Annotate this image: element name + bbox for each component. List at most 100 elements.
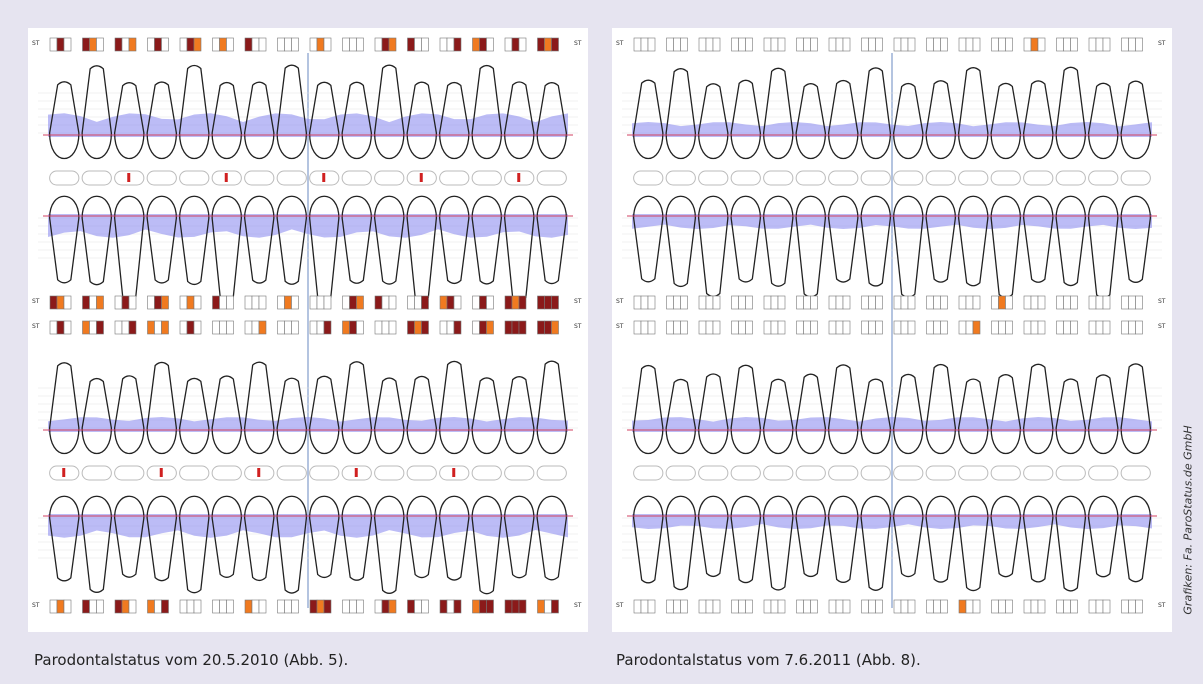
probe-box [388, 320, 397, 335]
probe-box [388, 37, 397, 52]
probe-box [900, 599, 909, 614]
probe-box [114, 320, 123, 335]
probe-box [900, 295, 909, 310]
tooth [373, 495, 405, 594]
probe-box [407, 320, 415, 335]
probe-box [551, 599, 559, 614]
tooth [48, 195, 80, 284]
probe-box [1135, 599, 1143, 614]
probe-box [958, 320, 967, 335]
occlusal [114, 465, 145, 481]
probe-box [414, 37, 422, 52]
probe-box [374, 37, 383, 52]
probe-box [777, 37, 786, 52]
tooth [48, 81, 80, 160]
probe-box [291, 599, 299, 614]
probe-box [868, 295, 876, 310]
caption: Parodontalstatus vom 7.6.2011 (Abb. 8). [616, 651, 921, 669]
probe-box [680, 320, 688, 335]
probe-box [868, 320, 876, 335]
probe-box [244, 295, 253, 310]
probe-box [900, 320, 909, 335]
probe-box [1063, 320, 1071, 335]
probe-box [991, 37, 999, 52]
tooth [762, 195, 794, 287]
probe-box [900, 37, 909, 52]
tooth [730, 195, 762, 283]
probe-box [1030, 599, 1039, 614]
probe-box [323, 37, 332, 52]
probe-box [511, 295, 520, 310]
probe-box [226, 295, 234, 310]
tooth [146, 361, 178, 455]
probe-box [1005, 37, 1013, 52]
probe-box [161, 599, 169, 614]
probe-box [796, 37, 804, 52]
tooth [1087, 82, 1119, 160]
probe-box [1088, 599, 1097, 614]
row-label: ST [574, 298, 582, 305]
tooth [211, 375, 243, 455]
probe-box [147, 599, 155, 614]
probe-box [421, 599, 429, 614]
tooth [632, 79, 664, 160]
tooth [1120, 80, 1152, 160]
probe-box [193, 599, 202, 614]
tooth [503, 81, 535, 160]
probe-box [633, 599, 642, 614]
probe-box [226, 320, 234, 335]
mark [257, 468, 261, 477]
occlusal [341, 170, 372, 186]
probe-box [472, 37, 480, 52]
occlusal [81, 465, 112, 481]
probe-box [861, 320, 869, 335]
probe-box [712, 295, 721, 310]
probe-box [745, 295, 753, 310]
probe-box [810, 37, 818, 52]
probe-box [154, 599, 162, 614]
occlusal [893, 170, 924, 186]
probe-box [926, 37, 934, 52]
tooth [146, 195, 178, 284]
probe-box [226, 37, 234, 52]
probe-box [1037, 37, 1046, 52]
probe-box [309, 37, 318, 52]
probe-box [958, 295, 967, 310]
probe-box [219, 320, 227, 335]
tooth [48, 362, 80, 455]
probe-box [810, 295, 818, 310]
probe-box [1135, 320, 1143, 335]
probe-box [356, 320, 364, 335]
tooth [827, 495, 859, 584]
probe-box [179, 295, 188, 310]
probe-box [121, 599, 130, 614]
probe-box [381, 295, 390, 310]
probe-box [244, 320, 253, 335]
probe-box [1023, 37, 1032, 52]
tooth [697, 83, 729, 160]
tooth [665, 67, 697, 160]
tooth [860, 195, 892, 287]
probe-box [309, 295, 318, 310]
probe-box [1070, 599, 1078, 614]
probe-box [316, 320, 325, 335]
tooth [503, 495, 535, 579]
tooth [276, 195, 308, 285]
probe-box [544, 320, 552, 335]
probe-box [486, 295, 494, 310]
tooth [665, 195, 697, 288]
occlusal [698, 465, 729, 481]
tooth [925, 495, 957, 583]
probe-box [673, 599, 681, 614]
probe-box [349, 320, 357, 335]
probe-box [479, 295, 487, 310]
probe-box [212, 295, 220, 310]
probe-box [128, 295, 137, 310]
probe-box [518, 295, 527, 310]
probe-box [1128, 320, 1136, 335]
tooth [341, 495, 373, 581]
probe-box [965, 320, 974, 335]
probe-box [244, 37, 253, 52]
tooth [243, 495, 275, 582]
probe-box [875, 320, 883, 335]
